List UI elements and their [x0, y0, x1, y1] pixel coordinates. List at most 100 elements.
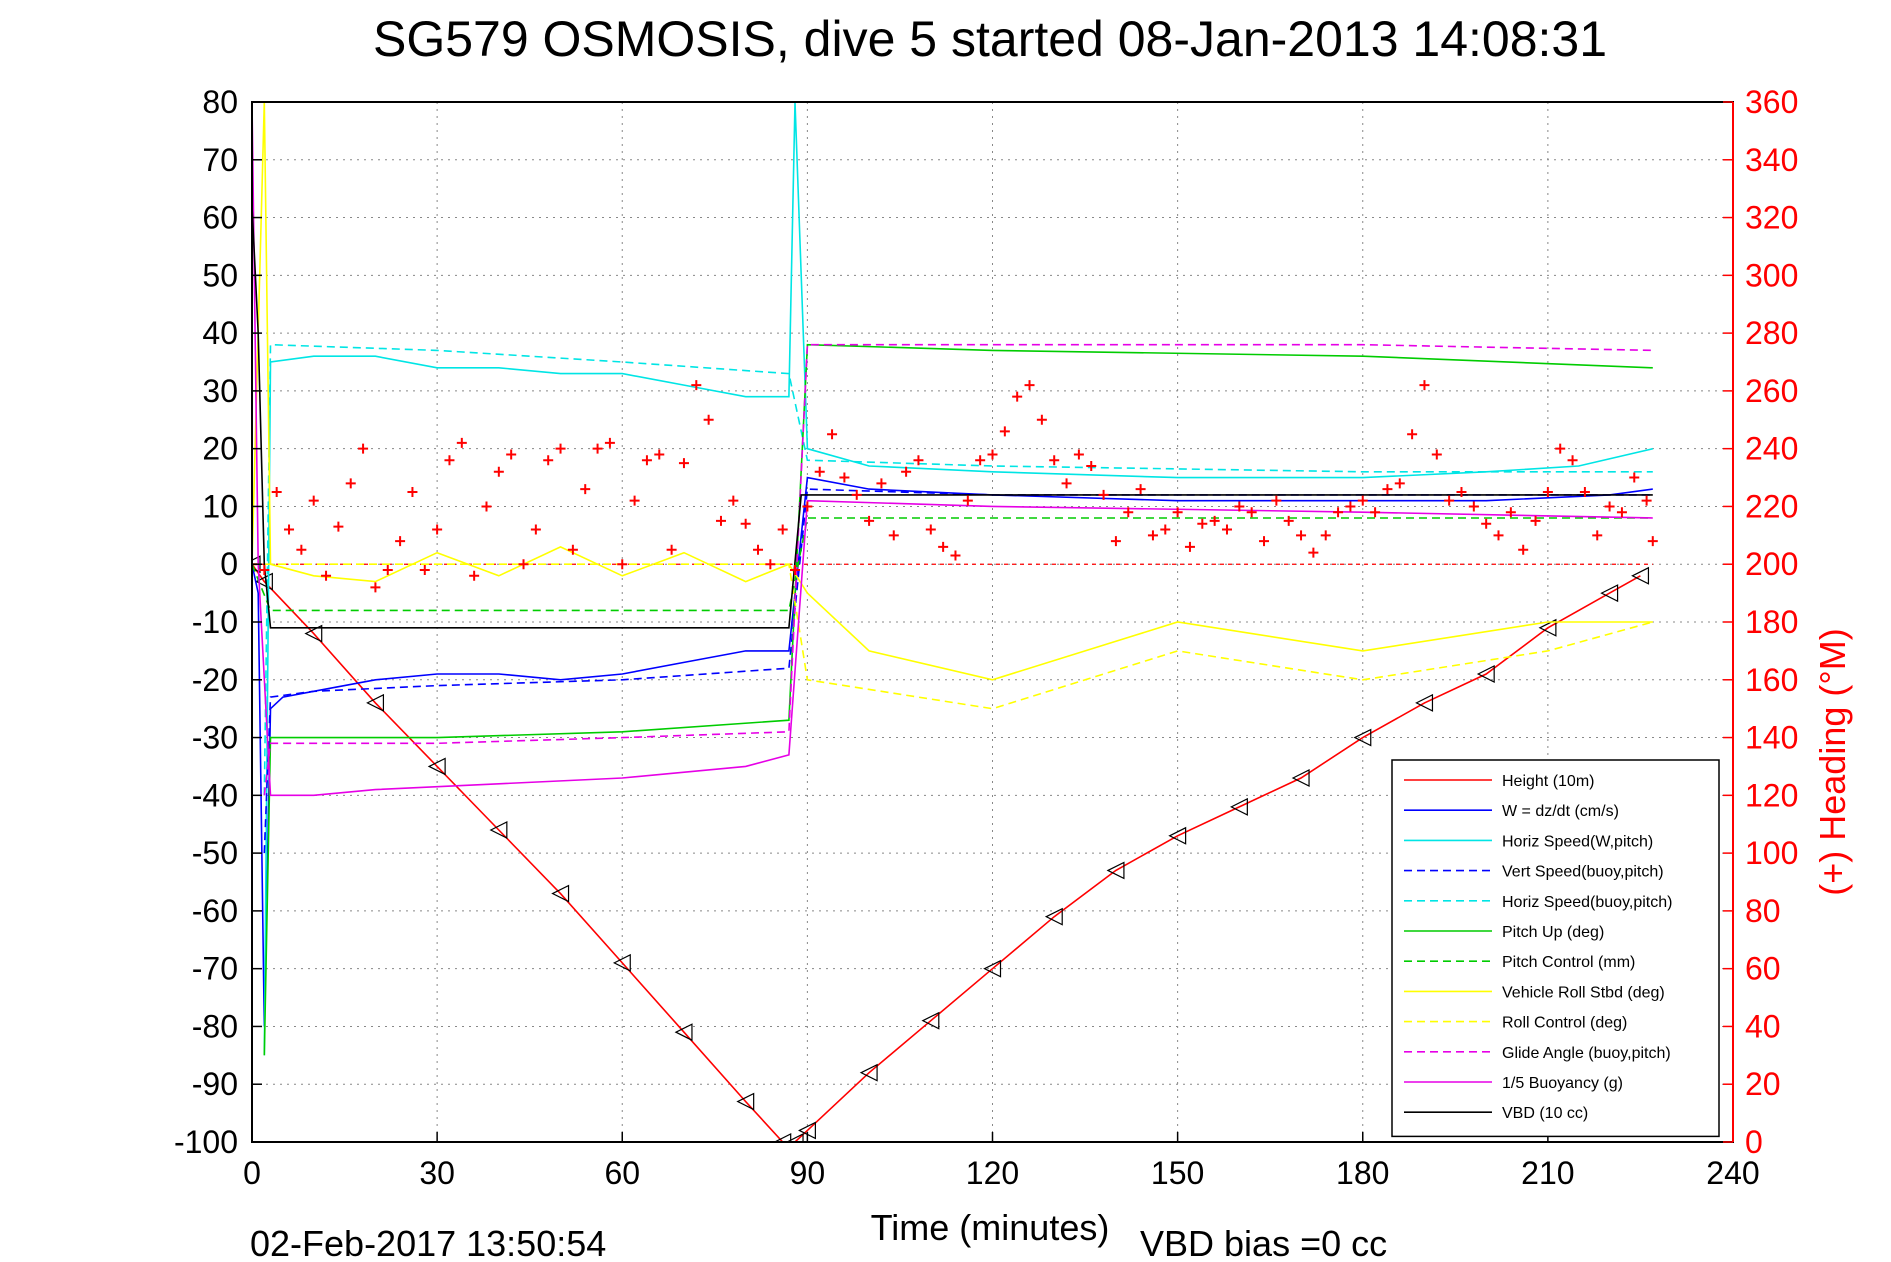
heading-point: [1036, 414, 1047, 425]
series-line-roll-control-deg: [252, 563, 1654, 710]
heading-point: [901, 466, 912, 477]
heading-point: [888, 530, 899, 541]
height-marker-point: [1538, 618, 1557, 637]
y-right-tick-label: 240: [1745, 431, 1798, 467]
height-marker-point: [1415, 693, 1434, 712]
y-left-tick-label: 60: [202, 200, 238, 236]
y-right-tick-label: 300: [1745, 257, 1798, 293]
x-tick-label: 210: [1521, 1155, 1574, 1191]
heading-point: [715, 515, 726, 526]
y-left-tick-label: -90: [192, 1066, 238, 1102]
heading-point: [1592, 530, 1603, 541]
legend-entry-label: Vert Speed(buoy,pitch): [1502, 864, 1664, 881]
y-right-tick-label: 340: [1745, 142, 1798, 178]
series-line-glide-angle-buoy-pitch: [263, 343, 1653, 796]
heading-point: [629, 495, 640, 506]
heading-point: [1444, 495, 1455, 506]
heading-point: [1012, 391, 1023, 402]
legend-entry-label: Roll Control (deg): [1502, 1015, 1627, 1032]
heading-point: [1419, 380, 1430, 391]
height-marker-point: [1291, 769, 1310, 787]
legend-entry-label: Pitch Control (mm): [1502, 954, 1635, 971]
y-right-tick-label: 360: [1745, 84, 1798, 120]
heading-point: [1555, 443, 1566, 454]
heading-point: [1567, 455, 1578, 466]
heading-point: [1234, 501, 1245, 512]
y-left-tick-label: 70: [202, 142, 238, 178]
y-left-tick-label: -80: [192, 1008, 238, 1044]
x-tick-label: 120: [966, 1155, 1019, 1191]
heading-point: [1629, 472, 1640, 483]
y-right-tick-label: 40: [1745, 1008, 1781, 1044]
heading-point: [1110, 536, 1121, 547]
heading-point: [962, 495, 973, 506]
y-axis-left-ticks: 80 70 60 50 40 30 20 10 0 -10 -20 -30 -40 -50 -60 -70 -8…: [174, 84, 262, 1160]
heading-point: [864, 515, 875, 526]
heading-point: [1431, 449, 1442, 460]
height-marker-point: [366, 693, 385, 712]
legend-entry-label: Vehicle Roll Stbd (deg): [1502, 984, 1665, 1001]
heading-point: [790, 565, 801, 575]
legend: Height (10m) W = dz/dt (cm/s) Horiz Speed(…: [1391, 759, 1720, 1138]
heading-point: [1147, 530, 1158, 541]
heading-point: [938, 541, 949, 552]
vbd-bias-label: VBD bias =0 cc: [1140, 1223, 1387, 1262]
heading-point: [543, 455, 554, 466]
x-tick-label: 150: [1151, 1155, 1204, 1191]
series-line-vehicle-roll-stbd-deg: [252, 102, 1653, 681]
legend-entry-label: Glide Angle (buoy,pitch): [1502, 1045, 1671, 1062]
y-left-tick-label: -40: [192, 777, 238, 813]
y-right-tick-label: 20: [1745, 1066, 1781, 1102]
heading-point: [827, 429, 838, 440]
heading-point: [1542, 487, 1553, 497]
legend-box: [1391, 759, 1720, 1138]
x-tick-label: 240: [1706, 1155, 1759, 1191]
heading-point: [654, 449, 665, 460]
heading-point: [1061, 478, 1072, 489]
y-left-tick-label: -60: [192, 893, 238, 929]
x-tick-label: 90: [790, 1155, 826, 1191]
heading-point: [1357, 495, 1368, 506]
y-left-tick-label: -70: [192, 951, 238, 987]
height-marker-point: [1600, 584, 1619, 603]
height-marker-point: [489, 821, 508, 839]
heading-point: [617, 559, 628, 570]
heading-point: [1086, 461, 1097, 471]
heading-point: [1407, 429, 1418, 440]
heading-point: [506, 449, 517, 460]
heading-point: [802, 501, 813, 512]
heading-point: [1098, 489, 1109, 500]
heading-point: [333, 521, 344, 532]
heading-point: [691, 380, 702, 391]
legend-entry-label: Horiz Speed(buoy,pitch): [1502, 894, 1672, 911]
y-left-tick-label: 10: [202, 488, 238, 524]
heading-point: [1394, 478, 1405, 489]
heading-point: [493, 466, 504, 477]
heading-point: [469, 570, 480, 581]
heading-point: [1493, 530, 1504, 541]
heading-point: [407, 487, 418, 497]
heading-point: [1579, 487, 1590, 497]
heading-point: [839, 472, 850, 483]
heading-point: [1049, 455, 1060, 466]
heading-point: [925, 524, 936, 535]
heading-point: [1184, 541, 1195, 552]
y-right-tick-label: 320: [1745, 200, 1798, 236]
timestamp-label: 02-Feb-2017 13:50:54: [250, 1223, 606, 1262]
y-right-tick-label: 100: [1745, 835, 1798, 871]
heading-point: [1456, 487, 1467, 497]
heading-point: [1197, 518, 1208, 529]
heading-point: [358, 443, 369, 454]
height-marker-point: [921, 1011, 940, 1030]
height-marker-point: [304, 624, 323, 643]
legend-entry-label: Height (10m): [1502, 773, 1594, 790]
legend-entry-label: W = dz/dt (cm/s): [1502, 803, 1619, 820]
y-left-tick-label: 80: [202, 84, 238, 120]
legend-entry-label: VBD (10 cc): [1502, 1105, 1588, 1122]
heading-point: [1172, 507, 1183, 518]
heading-point: [518, 559, 529, 570]
heading-point: [1370, 507, 1381, 518]
heading-point: [975, 455, 986, 466]
legend-entry-label: Horiz Speed(W,pitch): [1502, 833, 1653, 850]
y-right-tick-label: 120: [1745, 777, 1798, 813]
